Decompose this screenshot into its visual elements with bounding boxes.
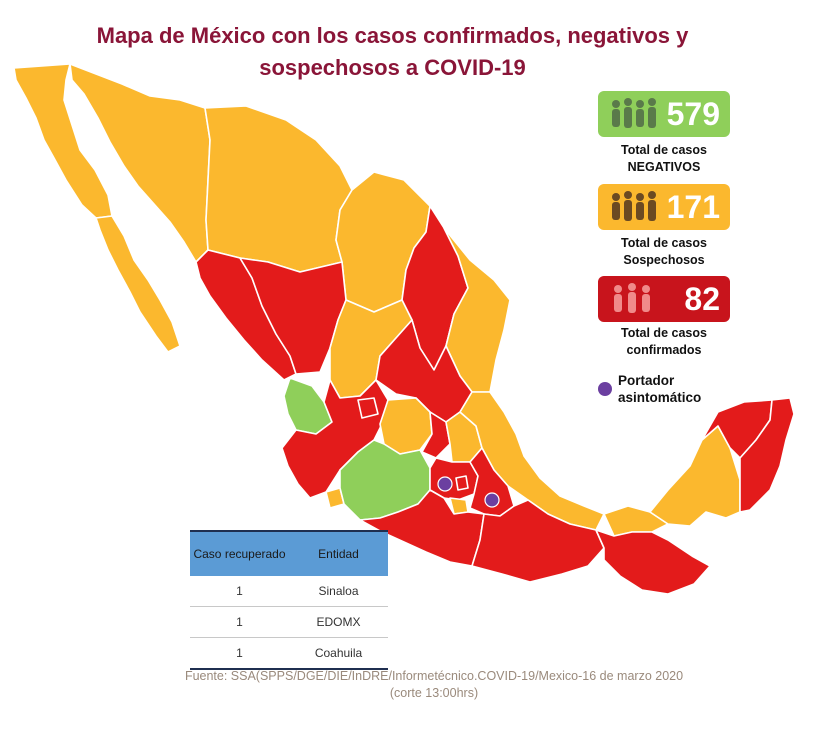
- map-title-line1: Mapa de México con los casos confirmados…: [96, 23, 689, 48]
- table-header-row: Caso recuperado Entidad: [190, 530, 388, 576]
- table-row: 1 Sinaloa: [190, 576, 388, 607]
- confirmed-label-line1: Total de casos: [621, 326, 707, 340]
- state-durango: [239, 257, 347, 375]
- source-note: Fuente: SSA(SPPS/DGE/DIE/InDRE/Informeté…: [0, 668, 819, 702]
- table-cell: 1: [190, 576, 289, 607]
- map-title: Mapa de México con los casos confirmados…: [0, 20, 785, 84]
- confirmed-cases-label: Total de casos confirmados: [588, 325, 740, 359]
- source-line1: Fuente: SSA(SPPS/DGE/DIE/InDRE/Informeté…: [184, 669, 684, 683]
- asymptomatic-legend-text: Portador asintomático: [618, 372, 701, 406]
- asymptomatic-marker: [484, 492, 500, 508]
- negative-label-line1: Total de casos: [621, 143, 707, 157]
- table-cell: 1: [190, 606, 289, 638]
- state-baja-california-sur: [95, 215, 181, 353]
- map-title-line2: sospechosos a COVID-19: [259, 55, 526, 80]
- column-header-recovered: Caso recuperado: [190, 530, 289, 576]
- state-aguascalientes: [357, 397, 379, 419]
- table-cell: 1: [190, 637, 289, 670]
- state-sonora: [69, 63, 211, 263]
- confirmed-cases-card: 82: [598, 276, 730, 322]
- confirmed-cases-value: 82: [684, 280, 720, 317]
- table-row: 1 Coahuila: [190, 637, 388, 670]
- suspected-cases-card: 171: [598, 184, 730, 230]
- recovered-cases-table: Caso recuperado Entidad 1 Sinaloa 1 EDOM…: [190, 530, 388, 670]
- table-cell: Sinaloa: [289, 576, 388, 607]
- suspected-label-line1: Total de casos: [621, 236, 707, 250]
- asymptomatic-line1: Portador: [618, 373, 675, 388]
- people-group-icon: [614, 283, 650, 313]
- negative-cases-label: Total de casos NEGATIVOS: [588, 142, 740, 176]
- people-group-icon: [612, 191, 656, 221]
- source-line2: (corte 13:00hrs): [389, 686, 479, 700]
- asymptomatic-line2: asintomático: [618, 390, 702, 405]
- state-cdmx: [455, 475, 469, 491]
- state-chihuahua: [204, 105, 353, 273]
- purple-dot-icon: [598, 382, 612, 396]
- table-row: 1 EDOMX: [190, 606, 388, 638]
- state-chiapas: [595, 529, 711, 595]
- suspected-cases-label: Total de casos Sospechosos: [588, 235, 740, 269]
- negative-label-line2: NEGATIVOS: [627, 160, 701, 174]
- negative-cases-value: 579: [666, 95, 720, 132]
- asymptomatic-legend: Portador asintomático: [598, 372, 701, 406]
- confirmed-label-line2: confirmados: [626, 343, 702, 357]
- state-quintana-roo: [739, 397, 795, 513]
- suspected-cases-value: 171: [666, 188, 720, 225]
- asymptomatic-marker: [437, 476, 453, 492]
- people-group-icon: [612, 98, 656, 128]
- table-cell: Coahuila: [289, 637, 388, 670]
- column-header-entity: Entidad: [289, 530, 388, 576]
- suspected-label-line2: Sospechosos: [623, 253, 705, 267]
- negative-cases-card: 579: [598, 91, 730, 137]
- state-guerrero: [359, 489, 485, 567]
- table-cell: EDOMX: [289, 606, 388, 638]
